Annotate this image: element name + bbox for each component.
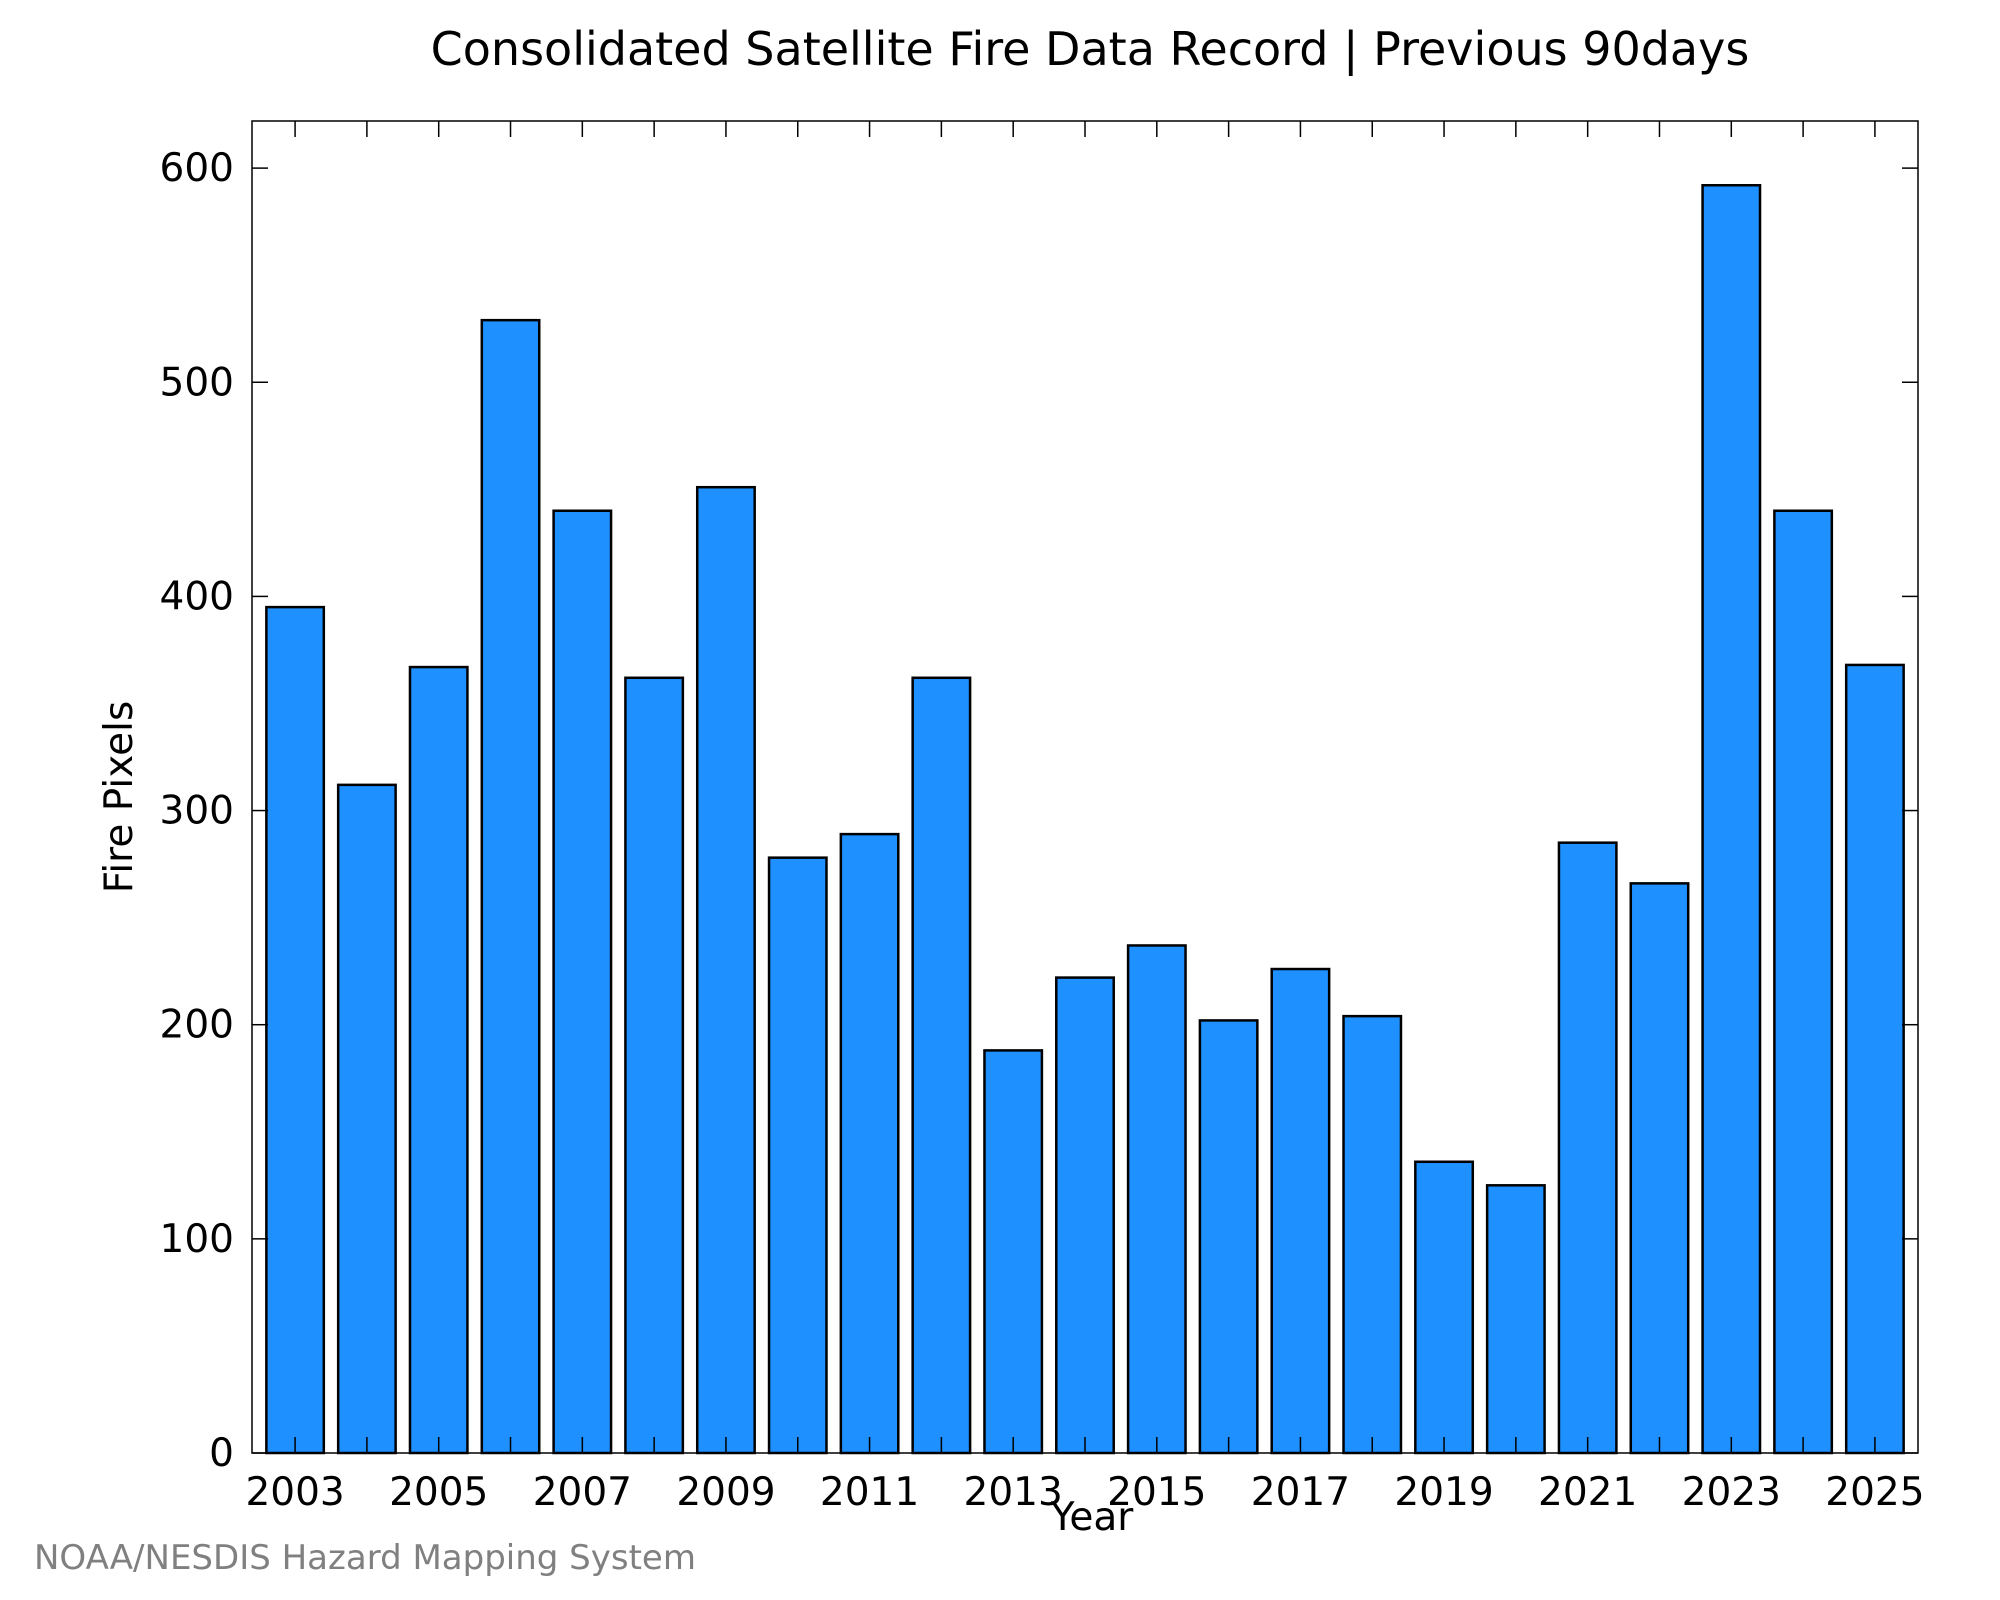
bar-2014 — [1055, 976, 1115, 1455]
x-tick-label: 2025 — [1825, 1470, 1924, 1515]
y-tick-label: 100 — [160, 1217, 234, 1262]
x-tick-label: 2021 — [1538, 1470, 1637, 1515]
x-axis-label: Year — [1050, 1495, 1135, 1540]
y-tick-label: 200 — [160, 1003, 234, 1048]
y-tick-label: 600 — [160, 146, 234, 191]
bar-2011 — [839, 832, 900, 1455]
bar-2016 — [1198, 1019, 1259, 1455]
bar-2005 — [408, 665, 469, 1455]
bar-2017 — [1270, 967, 1331, 1455]
y-tick-label: 500 — [160, 360, 234, 405]
x-tick-label: 2015 — [1107, 1470, 1206, 1515]
bar-2013 — [983, 1049, 1044, 1455]
bar-2003 — [265, 605, 326, 1455]
footer-credit: NOAA/NESDIS Hazard Mapping System — [34, 1538, 696, 1578]
bar-2015 — [1126, 944, 1187, 1455]
y-tick-label: 400 — [160, 574, 234, 619]
bar-2025 — [1844, 663, 1905, 1455]
bar-2024 — [1773, 509, 1834, 1455]
x-tick-label: 2017 — [1251, 1470, 1350, 1515]
bar-2010 — [767, 856, 828, 1455]
x-tick-label: 2013 — [964, 1470, 1063, 1515]
bar-2004 — [336, 783, 397, 1455]
y-tick-label: 300 — [160, 789, 234, 834]
y-tick-label: 0 — [209, 1431, 234, 1476]
x-tick-label: 2009 — [676, 1470, 775, 1515]
bar-2007 — [552, 509, 613, 1455]
bar-2006 — [480, 318, 541, 1455]
bar-2019 — [1414, 1160, 1475, 1455]
bar-2023 — [1701, 183, 1762, 1455]
bar-2020 — [1485, 1184, 1546, 1455]
bar-2021 — [1557, 841, 1618, 1455]
chart-title: Consolidated Satellite Fire Data Record … — [430, 22, 1750, 76]
bar-2022 — [1629, 882, 1690, 1455]
y-axis-label: Fire Pixels — [97, 701, 142, 894]
bar-2009 — [695, 485, 756, 1455]
x-tick-label: 2011 — [820, 1470, 919, 1515]
x-tick-label: 2005 — [389, 1470, 488, 1515]
x-tick-label: 2007 — [533, 1470, 632, 1515]
x-tick-label: 2023 — [1682, 1470, 1781, 1515]
bar-2012 — [911, 676, 972, 1455]
bar-2008 — [624, 676, 685, 1455]
bar-2018 — [1342, 1014, 1403, 1455]
x-tick-label: 2019 — [1394, 1470, 1493, 1515]
x-tick-label: 2003 — [245, 1470, 344, 1515]
